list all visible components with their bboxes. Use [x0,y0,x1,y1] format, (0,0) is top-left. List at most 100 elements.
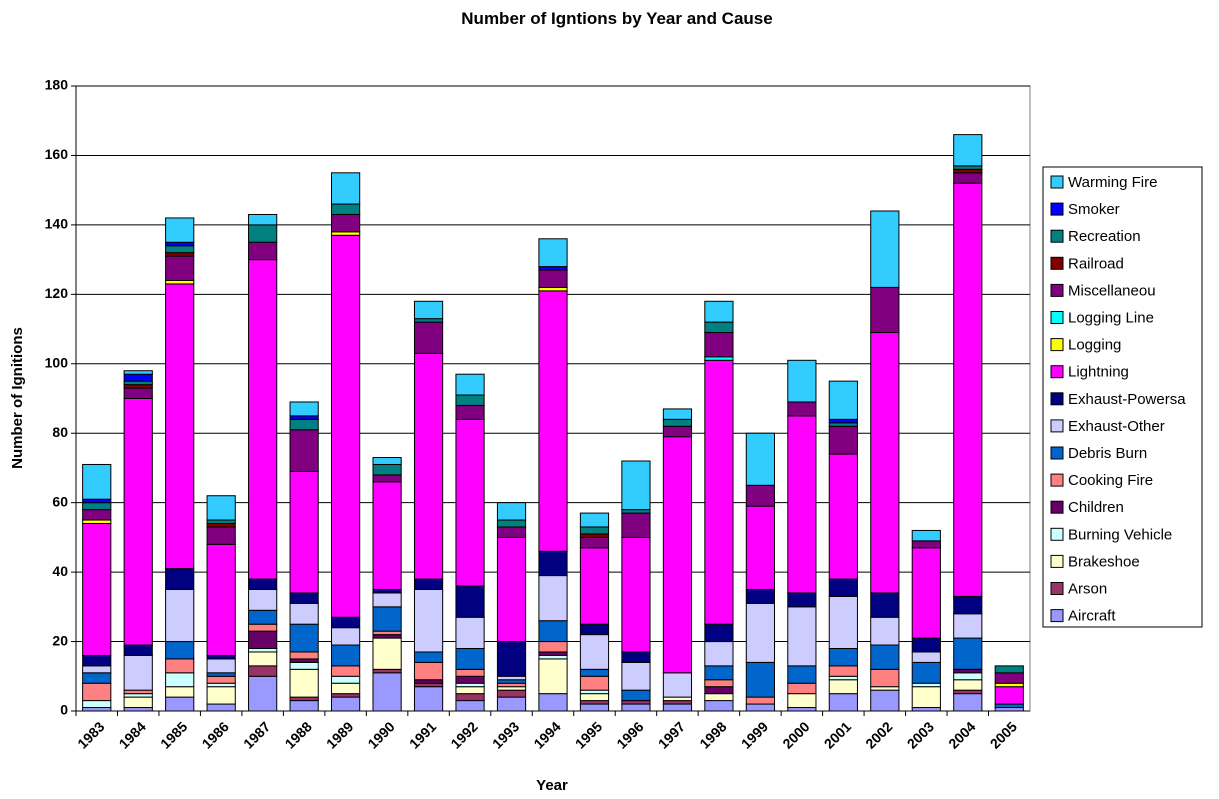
bar-segment [206,495,236,521]
x-tick-label: 1988 [282,718,315,751]
bar-segment [994,703,1024,709]
bar-segment [289,592,319,604]
bar-segment [870,332,900,594]
bar-segment [787,665,817,684]
bar-segment [123,693,153,698]
x-tick-label: 1986 [199,718,232,751]
y-tick-label: 0 [60,702,68,718]
y-tick-label: 60 [52,493,68,509]
bar-segment [870,686,900,691]
legend-label: Warming Fire [1068,174,1157,191]
bar-segment [704,300,734,323]
bar-segment [994,682,1024,688]
bar-segment [123,384,153,389]
bar-segment [621,651,651,663]
bar-segment [248,588,278,611]
bar-segment [496,536,527,643]
bar-segment [870,644,900,670]
bar-segment [579,689,610,695]
bar-segment [579,526,610,535]
bar-segment [870,689,900,712]
bar-segment [828,665,858,677]
bar-segment [82,519,112,524]
bar-segment [165,696,195,712]
bar-segment [496,675,527,681]
bar-segment [413,686,444,712]
bar-segment [165,686,195,698]
legend-label: Exhaust-Other [1068,418,1165,435]
bar-segment [455,418,485,587]
bar-segment [828,578,858,597]
bar-segment [82,498,112,504]
y-tick-label: 180 [45,77,69,93]
bar-segment [289,418,319,431]
bar-segment [953,668,983,674]
bar-segment [579,634,610,670]
bar-segment [579,512,610,528]
bar-segment [455,700,485,712]
bar-segment [248,665,278,677]
bar-segment [828,679,858,695]
legend-label: Debris Burn [1068,445,1147,462]
bar-segment [911,682,941,688]
bar-segment [662,418,693,427]
bar-segment [289,623,319,653]
bar-segment [123,689,153,695]
bar-segment [579,693,610,702]
bar-segment [704,665,734,681]
bar-segment [289,661,319,670]
bar-segment [372,606,402,632]
bar-segment [745,588,775,604]
bar-segment [455,693,485,702]
bar-segment [206,543,236,656]
bar-segment [870,616,900,646]
bar-segment [538,286,568,292]
bar-segment [413,321,444,354]
bar-segment [704,359,734,625]
bar-segment [206,658,236,674]
bar-segment [870,668,900,688]
bar-segment [911,529,941,542]
bar-segment [870,592,900,618]
bar-segment [828,425,858,455]
y-tick-label: 40 [52,563,68,579]
bar-segment [206,672,236,677]
bar-segment [123,398,153,646]
legend-swatch [1050,229,1064,243]
bar-segment [82,523,112,656]
bar-segment [621,460,651,511]
x-tick-label: 2000 [779,718,812,751]
bar-segment [206,703,236,712]
legend-swatch [1050,392,1064,406]
bar-segment [911,707,941,712]
bar-segment [911,540,941,549]
bar-segment [662,436,693,674]
legend-swatch [1050,365,1064,379]
bar-segment [538,654,568,660]
x-tick-label: 1984 [116,718,149,751]
bar-segment [123,373,153,382]
bar-segment [165,217,195,243]
bar-segment [496,689,527,698]
bar-segment [455,404,485,420]
bar-segment [579,703,610,712]
legend-label: Exhaust-Powersa [1068,391,1186,408]
x-tick-label: 1996 [613,718,646,751]
y-tick-label: 100 [45,354,69,370]
bar-segment [165,241,195,247]
x-tick-label: 1987 [240,718,273,751]
bar-segment [82,654,112,667]
bar-segment [165,279,195,285]
legend-swatch [1050,419,1064,433]
bar-segment [123,654,153,691]
bar-segment [289,700,319,712]
bar-segment [372,668,402,674]
bar-segment [870,210,900,288]
bar-segment [538,269,568,288]
bar-segment [289,668,319,698]
bar-segment [165,641,195,660]
bar-segment [331,696,361,712]
legend-swatch [1050,527,1064,541]
bar-segment [206,523,236,528]
legend-label: Railroad [1068,255,1124,272]
